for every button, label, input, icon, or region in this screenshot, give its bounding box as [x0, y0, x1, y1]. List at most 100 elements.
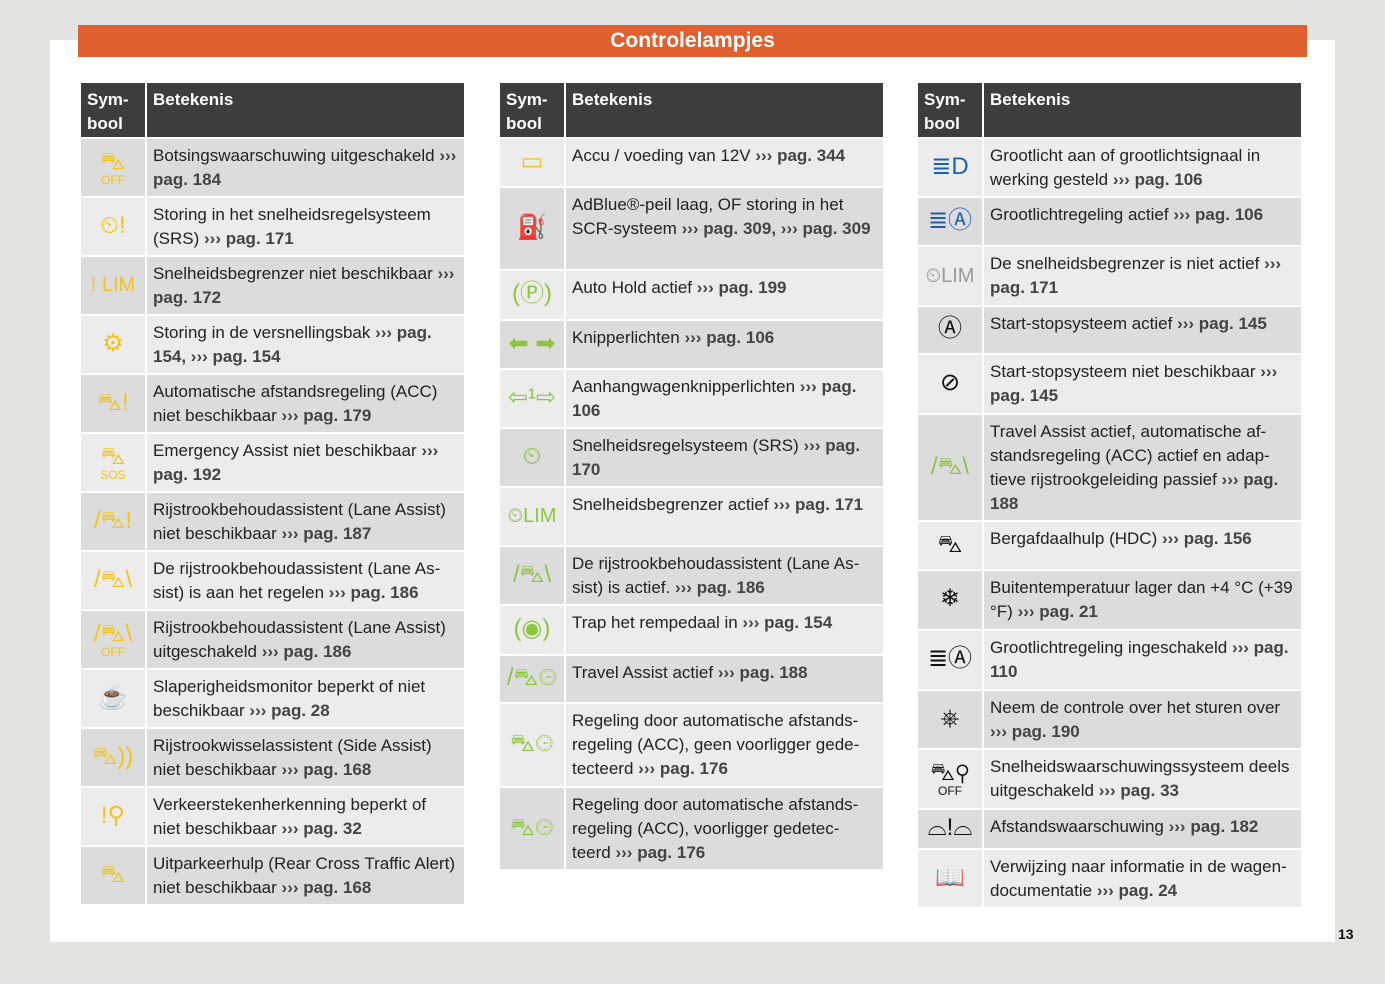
- table-row: ⏲LIM Snelheidsbegrenzer actief ››› pag. 1…: [500, 488, 883, 545]
- table-row: /⛍\ De rijstrookbehoudassistent (Lane As-…: [81, 552, 464, 609]
- owners-manual-icon: 📖: [935, 863, 965, 891]
- table-row: !⚲ Verkeerstekenherkenning beperkt of nie…: [81, 788, 464, 845]
- acc-unavailable-icon: ⛍!: [97, 388, 129, 416]
- table-row: ≣Ⓐ Grootlichtregeling ingeschakeld ››› pa…: [918, 631, 1301, 689]
- meaning-text: Auto Hold actief: [572, 278, 693, 297]
- meaning-text: Snelheidswaarschuwingssysteem deels uitg…: [990, 757, 1290, 800]
- page-reference-link[interactable]: ››› pag. 145: [1177, 314, 1267, 333]
- page-reference-link[interactable]: ››› pag. 154, ››› pag. 154: [153, 323, 432, 366]
- speed-limiter-active-icon: ⏲LIM: [507, 505, 557, 527]
- page-reference-link[interactable]: ››› pag. 24: [1096, 881, 1178, 900]
- table-row: ⏲! Storing in het snelheidsregelsysteem (…: [81, 198, 464, 255]
- table-row: 📖 Verwijzing naar informatie in de wagen-…: [918, 850, 1301, 907]
- table-row: ❄ Buitentemperatuur lager dan +4 °C (+39 …: [918, 571, 1301, 629]
- table-row: ⌓!⌓ Afstandswaarschuwing ››› pag. 182: [918, 810, 1301, 848]
- page-reference-link[interactable]: ››› pag. 182: [1168, 817, 1259, 836]
- page-reference-link[interactable]: ››› pag. 106: [684, 328, 775, 347]
- page-reference-link[interactable]: ››› pag. 110: [990, 638, 1289, 681]
- page-reference-link[interactable]: ››› pag. 186: [261, 642, 352, 661]
- meaning-text: AdBlue®-peil laag, OF storing in het SCR…: [572, 195, 844, 238]
- speed-limiter-inactive-icon: ⏲LIM: [925, 264, 975, 287]
- acc-no-vehicle-icon: ⛍⏲: [510, 730, 554, 757]
- speed-regulation-fault-icon: ⏲!: [100, 211, 126, 239]
- table-row: ! LIM Snelheidsbegrenzer niet beschikbaar…: [81, 257, 464, 314]
- meaning-text: Storing in de versnellingsbak: [153, 323, 371, 342]
- meaning-text: Accu / voeding van 12V: [572, 146, 751, 165]
- page-reference-link[interactable]: ››› pag. 171: [204, 229, 294, 248]
- page-reference-link[interactable]: ››› pag. 344: [755, 146, 846, 165]
- symbol-header: Sym-bool: [918, 83, 982, 137]
- page-reference-link[interactable]: ››› pag. 186: [674, 578, 765, 597]
- page-reference-link[interactable]: ››› pag. 145: [990, 362, 1278, 405]
- page-reference-link[interactable]: ››› pag. 192: [153, 441, 439, 484]
- emergency-assist-unavailable-icon: ⛍ SOS: [100, 442, 126, 482]
- page-reference-link[interactable]: ››› pag. 171: [773, 495, 864, 514]
- table-row: Ⓐ Start-stopsysteem actief ››› pag. 145: [918, 307, 1301, 353]
- page-reference-link[interactable]: ››› pag. 171: [990, 254, 1282, 297]
- page-reference-link[interactable]: ››› pag. 309, ››› pag. 309: [681, 219, 871, 238]
- page-reference-link[interactable]: ››› pag. 168: [281, 878, 372, 897]
- meaning-text: Start-stopsysteem niet beschikbaar: [990, 362, 1256, 381]
- page-number: 13: [1338, 926, 1354, 942]
- rear-cross-traffic-alert-icon: ⛍: [100, 860, 126, 888]
- meaning-text: Buitentemperatuur lager dan +4 °C (+39 °…: [990, 578, 1293, 621]
- page-reference-link[interactable]: ››› pag. 176: [638, 759, 728, 778]
- page-reference-link[interactable]: ››› pag. 156: [1161, 529, 1252, 548]
- meaning-text: Uitparkeerhulp (Rear Cross Traffic Alert…: [153, 854, 456, 897]
- battery-icon: ▭: [520, 147, 544, 175]
- page-reference-link[interactable]: ››› pag. 199: [696, 278, 787, 297]
- travel-assist-acc-icon: /⛍\: [930, 452, 970, 480]
- meaning-text: Storing in het snelheidsregelsysteem (SR…: [153, 205, 431, 248]
- auto-hold-icon: (Ⓟ): [512, 280, 552, 307]
- table-row: ⛍⚲ OFF Snelheidswaarschuwingssysteem deels…: [918, 750, 1301, 808]
- table-row: /⛍\ OFF Rijstrookbehoudassistent (Lane Ass…: [81, 611, 464, 668]
- page-reference-link[interactable]: ››› pag. 28: [249, 701, 330, 720]
- meaning-text: Rijstrookbehoudassistent (Lane Assist) u…: [153, 618, 446, 661]
- page-reference-link[interactable]: ››› pag. 32: [281, 819, 362, 838]
- speed-warning-off-icon: ⛍⚲ OFF: [930, 759, 970, 798]
- page-reference-link[interactable]: ››› pag. 186: [328, 583, 419, 602]
- page-reference-link[interactable]: ››› pag. 154: [742, 613, 833, 632]
- page-reference-link[interactable]: ››› pag. 106: [1173, 205, 1264, 224]
- meaning-text: Emergency Assist niet beschikbaar: [153, 441, 417, 460]
- table-row: ⚙ Storing in de versnellingsbak ››› pag. …: [81, 316, 464, 373]
- turn-signals-icon: ⬅ ➡: [508, 329, 556, 357]
- page-reference-link[interactable]: ››› pag. 172: [153, 264, 455, 307]
- lane-assist-unavailable-icon: /⛍!: [93, 506, 133, 534]
- side-assist-unavailable-icon: ⛍)): [92, 742, 134, 770]
- trailer-turn-signals-icon: ⇦¹⇨: [507, 383, 557, 411]
- meaning-text: Slaperigheidsmonitor beperkt of niet bes…: [153, 677, 426, 720]
- page-reference-link[interactable]: ››› pag. 106: [1112, 170, 1203, 189]
- table-row: (◉) Trap het rempedaal in ››› pag. 154: [500, 606, 883, 654]
- page-reference-link[interactable]: ››› pag. 188: [990, 470, 1279, 513]
- page-reference-link[interactable]: ››› pag. 176: [615, 843, 706, 862]
- meaning-text: Travel Assist actief, automatische af-st…: [990, 422, 1270, 489]
- table-row: ⛍ SOS Emergency Assist niet beschikbaar ››…: [81, 434, 464, 491]
- snowflake-icon: ❄: [939, 585, 961, 612]
- page-reference-link[interactable]: ››› pag. 33: [1098, 781, 1179, 800]
- page-reference-link[interactable]: ››› pag. 21: [1017, 602, 1098, 621]
- page-reference-link[interactable]: ››› pag. 187: [281, 524, 372, 543]
- gearbox-fault-icon: ⚙: [102, 329, 124, 357]
- page-reference-link[interactable]: ››› pag. 168: [281, 760, 372, 779]
- meaning-text: Rijstrookbehoudassistent (Lane Assist) n…: [153, 500, 446, 543]
- page-reference-link[interactable]: ››› pag. 188: [717, 663, 808, 682]
- steering-wheel-hands-icon: ⎈: [940, 704, 960, 732]
- page-reference-link[interactable]: ››› pag. 184: [153, 146, 457, 189]
- icon-label: OFF: [101, 644, 125, 659]
- page-reference-link[interactable]: ››› pag. 170: [572, 436, 861, 479]
- meaning-text: Regeling door automatische afstands-rege…: [572, 795, 859, 862]
- meaning-text: Rijstrookwisselassistent (Side Assist) n…: [153, 736, 432, 779]
- table-row: /⛍\ Travel Assist actief, automatische af…: [918, 415, 1301, 520]
- table-row: ⛍ OFF Botsingswaarschuwing uitgeschakeld ›…: [81, 139, 464, 196]
- page-reference-link[interactable]: ››› pag. 106: [572, 377, 857, 420]
- page-reference-link[interactable]: ››› pag. 190: [990, 722, 1080, 741]
- table-row: ▭ Accu / voeding van 12V ››› pag. 344: [500, 139, 883, 186]
- high-beam-icon: ≣D: [931, 152, 969, 180]
- meaning-text: Botsingswaarschuwing uitgeschakeld: [153, 146, 435, 165]
- meaning-text: Knipperlichten: [572, 328, 680, 347]
- page-reference-link[interactable]: ››› pag. 179: [281, 406, 372, 425]
- meaning-text: Grootlichtregeling ingeschakeld: [990, 638, 1228, 657]
- meaning-text: Grootlicht aan of grootlichtsignaal in w…: [990, 146, 1261, 189]
- start-stop-unavailable-icon: ⊘: [939, 369, 961, 396]
